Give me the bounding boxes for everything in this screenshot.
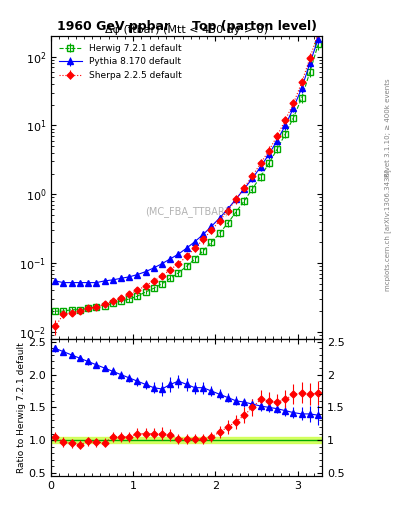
Y-axis label: Ratio to Herwig 7.2.1 default: Ratio to Herwig 7.2.1 default — [17, 342, 26, 473]
Legend: Herwig 7.2.1 default, Pythia 8.170 default, Sherpa 2.2.5 default: Herwig 7.2.1 default, Pythia 8.170 defau… — [55, 40, 185, 83]
Text: 1960 GeV ppbar: 1960 GeV ppbar — [57, 20, 170, 33]
Text: (MC_FBA_TTBAR): (MC_FBA_TTBAR) — [145, 206, 228, 217]
Bar — [51, 437, 322, 443]
Title: Δφ (t̅tbar) (Mtt < 450 dy > 0): Δφ (t̅tbar) (Mtt < 450 dy > 0) — [105, 25, 268, 35]
Text: Rivet 3.1.10; ≥ 400k events: Rivet 3.1.10; ≥ 400k events — [385, 79, 391, 177]
Text: mcplots.cern.ch [arXiv:1306.3436]: mcplots.cern.ch [arXiv:1306.3436] — [384, 169, 391, 291]
Text: Top (parton level): Top (parton level) — [192, 20, 317, 33]
